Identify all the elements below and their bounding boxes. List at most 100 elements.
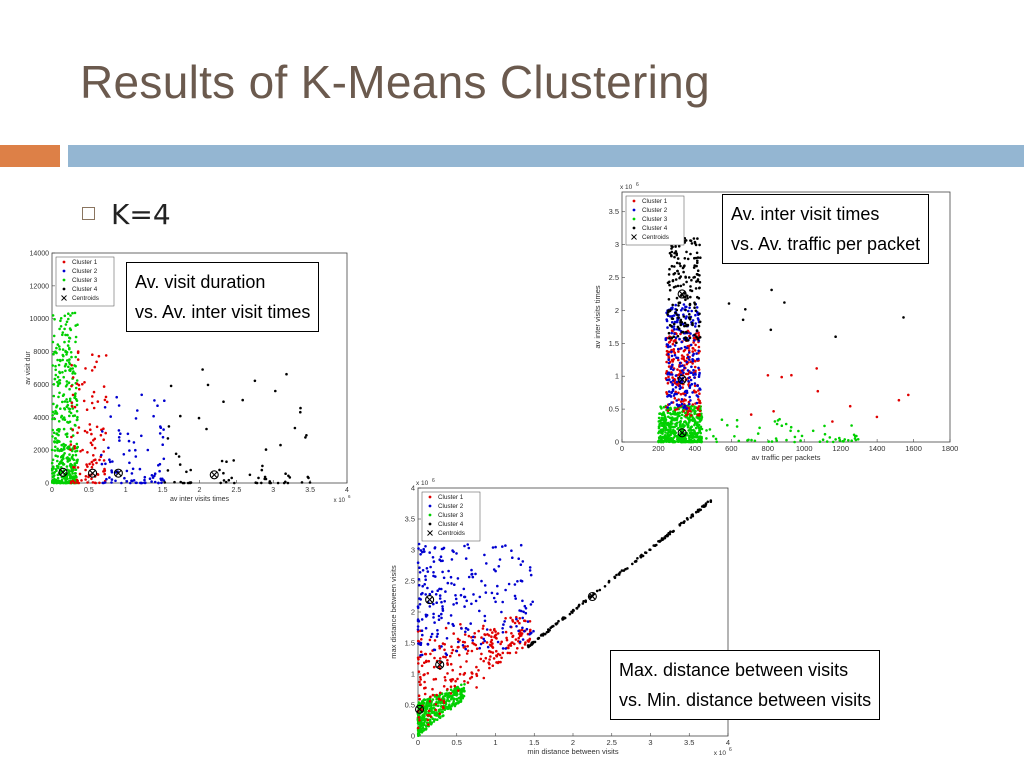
data-point bbox=[75, 442, 79, 446]
data-point bbox=[441, 570, 444, 574]
data-point bbox=[696, 317, 700, 320]
data-point bbox=[429, 702, 433, 705]
data-point bbox=[64, 480, 68, 483]
data-point bbox=[71, 407, 75, 410]
data-point bbox=[143, 478, 146, 482]
data-point bbox=[442, 699, 445, 703]
data-point bbox=[55, 412, 59, 415]
data-point bbox=[485, 562, 488, 565]
data-point bbox=[483, 639, 486, 643]
data-point bbox=[452, 689, 456, 693]
data-point bbox=[679, 309, 683, 312]
data-point bbox=[470, 568, 473, 572]
data-point bbox=[674, 374, 678, 377]
data-point bbox=[622, 569, 626, 572]
data-point bbox=[424, 686, 427, 690]
data-point bbox=[500, 610, 503, 614]
data-point bbox=[490, 591, 494, 595]
data-point bbox=[684, 276, 687, 279]
data-point bbox=[667, 298, 671, 301]
data-point bbox=[671, 379, 675, 382]
data-point bbox=[549, 626, 552, 630]
data-point bbox=[74, 386, 78, 390]
data-point bbox=[686, 369, 690, 372]
y-tick-label: 0.5 bbox=[405, 701, 415, 710]
data-point bbox=[516, 647, 519, 650]
data-point bbox=[501, 651, 505, 655]
data-point bbox=[56, 447, 59, 451]
data-point bbox=[693, 306, 696, 309]
data-point bbox=[62, 447, 66, 451]
data-point bbox=[488, 649, 491, 653]
data-point bbox=[678, 337, 681, 341]
data-point bbox=[507, 582, 511, 586]
data-point bbox=[671, 440, 675, 444]
data-point bbox=[790, 373, 793, 377]
data-point bbox=[432, 602, 435, 606]
data-point bbox=[847, 439, 850, 442]
data-point bbox=[522, 610, 525, 614]
data-point bbox=[687, 400, 691, 404]
data-point bbox=[54, 364, 57, 368]
data-point bbox=[514, 651, 518, 654]
data-point bbox=[73, 311, 77, 315]
data-point bbox=[676, 427, 679, 431]
data-point bbox=[677, 244, 681, 248]
data-point bbox=[435, 635, 439, 638]
data-point bbox=[496, 640, 500, 644]
data-point bbox=[74, 335, 78, 339]
data-point bbox=[57, 420, 61, 423]
data-point bbox=[68, 387, 71, 391]
data-point bbox=[304, 436, 307, 439]
data-point bbox=[478, 595, 482, 599]
legend-marker bbox=[62, 260, 66, 264]
data-point bbox=[709, 499, 713, 502]
data-point bbox=[666, 433, 669, 437]
data-point bbox=[662, 411, 665, 414]
data-point bbox=[430, 632, 434, 636]
data-point bbox=[699, 388, 702, 391]
data-point bbox=[284, 472, 287, 475]
centroid-cross bbox=[678, 290, 686, 298]
data-point bbox=[691, 354, 695, 357]
data-point bbox=[56, 476, 60, 480]
centroid-marker bbox=[587, 591, 597, 602]
data-point bbox=[570, 610, 573, 614]
x-tick-label: 2.5 bbox=[232, 487, 242, 494]
data-point bbox=[666, 406, 670, 409]
x-tick-label: 0.5 bbox=[452, 738, 462, 747]
data-point bbox=[850, 439, 853, 443]
data-point bbox=[485, 641, 489, 644]
scatter-points bbox=[50, 311, 312, 485]
data-point bbox=[670, 437, 674, 441]
data-point bbox=[95, 461, 98, 465]
data-point bbox=[507, 644, 510, 647]
data-point bbox=[676, 407, 679, 411]
data-point bbox=[54, 409, 57, 413]
data-point bbox=[524, 641, 527, 644]
data-point bbox=[691, 350, 694, 353]
data-point bbox=[66, 459, 70, 463]
data-point bbox=[422, 701, 426, 705]
data-point bbox=[424, 593, 427, 596]
data-point bbox=[117, 429, 121, 432]
data-point bbox=[699, 256, 702, 259]
data-point bbox=[102, 450, 105, 453]
data-point bbox=[467, 546, 471, 550]
data-point bbox=[693, 390, 697, 394]
data-point bbox=[676, 313, 679, 317]
data-point bbox=[772, 410, 775, 413]
data-point bbox=[65, 435, 69, 438]
legend-centroid-marker bbox=[427, 530, 433, 536]
data-point bbox=[102, 438, 105, 441]
x-axis-label: min distance between visits bbox=[527, 747, 619, 756]
data-point bbox=[233, 481, 236, 485]
data-point bbox=[684, 336, 688, 340]
data-point bbox=[744, 308, 747, 311]
data-point bbox=[673, 332, 676, 336]
data-point bbox=[513, 621, 517, 625]
data-point bbox=[498, 653, 502, 657]
data-point bbox=[678, 369, 682, 373]
data-point bbox=[669, 394, 672, 397]
data-point bbox=[519, 543, 523, 547]
